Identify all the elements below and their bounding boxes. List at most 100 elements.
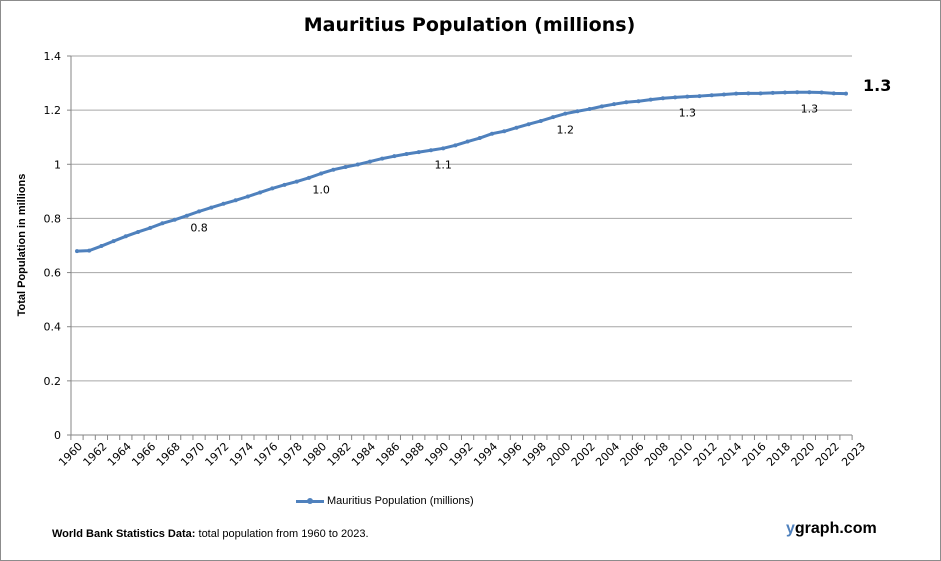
data-label: 1.3	[679, 107, 697, 120]
data-point	[258, 190, 263, 195]
x-tick-label: 1972	[203, 440, 232, 469]
x-tick-labels: 1960196219641966196819701972197419761978…	[56, 440, 868, 469]
x-tick-label: 1970	[178, 440, 207, 469]
data-point	[221, 201, 226, 206]
x-tick-label: 1976	[251, 440, 280, 469]
data-point	[612, 102, 617, 107]
data-point	[795, 90, 800, 95]
gridlines	[71, 55, 852, 382]
data-point	[514, 125, 519, 130]
data-label: 1.1	[434, 158, 452, 171]
data-point	[819, 90, 824, 95]
data-point	[465, 139, 470, 144]
data-point	[538, 118, 543, 123]
data-labels: 0.8 1.0 1.1 1.2 1.3 1.3	[190, 102, 818, 234]
data-point	[673, 95, 678, 100]
data-point	[380, 156, 385, 161]
x-tick-label: 2008	[642, 440, 671, 469]
data-point	[367, 159, 372, 164]
source-note: World Bank Statistics Data: total popula…	[52, 528, 369, 540]
y-tick-label: 0.2	[44, 375, 62, 388]
data-point	[770, 90, 775, 95]
data-point	[526, 122, 531, 127]
brand-logo[interactable]: ygraph.com	[786, 520, 877, 538]
data-point	[245, 194, 250, 199]
data-point	[319, 171, 324, 176]
data-point	[746, 91, 751, 96]
data-point	[575, 109, 580, 114]
data-point	[453, 143, 458, 148]
x-tick-label: 2000	[544, 440, 573, 469]
data-label: 1.3	[801, 102, 819, 115]
data-point	[758, 91, 763, 96]
data-point	[392, 154, 397, 159]
data-point	[404, 151, 409, 156]
data-point	[551, 115, 556, 120]
data-point	[355, 162, 360, 167]
data-point	[502, 129, 507, 134]
brand-rest: graph.com	[794, 520, 877, 537]
legend-label: Mauritius Population (millions)	[327, 495, 474, 507]
data-point	[477, 136, 482, 141]
data-point	[87, 248, 92, 253]
data-point	[99, 244, 104, 249]
x-tick-label: 2012	[691, 440, 720, 469]
source-text: total population from 1960 to 2023.	[195, 528, 369, 540]
x-tick-label: 2016	[740, 440, 769, 469]
data-point	[160, 221, 165, 226]
brand-y: y	[786, 520, 795, 537]
data-point	[184, 213, 189, 218]
data-point	[331, 167, 336, 172]
data-point	[441, 146, 446, 151]
data-point	[636, 99, 641, 104]
y-tick-label: 0	[54, 429, 61, 442]
x-tick-label: 1960	[56, 440, 85, 469]
x-tick-label: 1974	[227, 440, 256, 469]
data-point	[75, 249, 79, 254]
data-point	[587, 107, 592, 112]
data-point	[306, 175, 311, 180]
data-point	[136, 229, 141, 234]
data-point	[197, 209, 202, 214]
data-label: 1.2	[557, 124, 575, 137]
x-tick-label: 1966	[129, 440, 158, 469]
data-point	[697, 94, 702, 99]
x-tick-label: 1980	[300, 440, 329, 469]
x-tick-label: 1988	[398, 440, 427, 469]
series-line	[75, 90, 848, 254]
source-bold: World Bank Statistics Data:	[52, 528, 196, 540]
data-point	[563, 111, 568, 116]
legend: Mauritius Population (millions)	[296, 495, 474, 507]
data-point	[709, 93, 714, 98]
x-tick-label: 2020	[789, 440, 818, 469]
x-tick-label: 1984	[349, 440, 378, 469]
data-point	[343, 164, 348, 169]
data-point	[782, 90, 787, 95]
chart-title: Mauritius Population (millions)	[303, 14, 636, 36]
data-point	[599, 104, 604, 109]
x-tick-label: 2002	[569, 440, 598, 469]
data-point	[685, 94, 690, 99]
data-point	[148, 225, 153, 230]
x-tick-label: 1962	[81, 440, 110, 469]
data-point	[807, 90, 812, 95]
x-tick-label: 1990	[422, 440, 451, 469]
data-point	[490, 131, 495, 136]
end-value-label: 1.3	[863, 76, 892, 95]
x-tick-label: 2018	[764, 440, 793, 469]
data-point	[721, 92, 726, 97]
x-tick-label: 2006	[618, 440, 647, 469]
x-tick-label: 2022	[813, 440, 842, 469]
y-tick-label: 1	[54, 158, 61, 171]
y-tick-label: 1.4	[44, 50, 62, 63]
data-point	[209, 205, 214, 210]
data-point	[734, 91, 739, 96]
data-label: 1.0	[312, 183, 330, 196]
data-point	[282, 182, 287, 187]
x-tick-label: 2004	[593, 440, 622, 469]
series-line-path	[76, 90, 847, 253]
data-point	[660, 96, 665, 101]
x-tick-label: 1992	[447, 440, 476, 469]
x-tick-label: 1986	[373, 440, 402, 469]
